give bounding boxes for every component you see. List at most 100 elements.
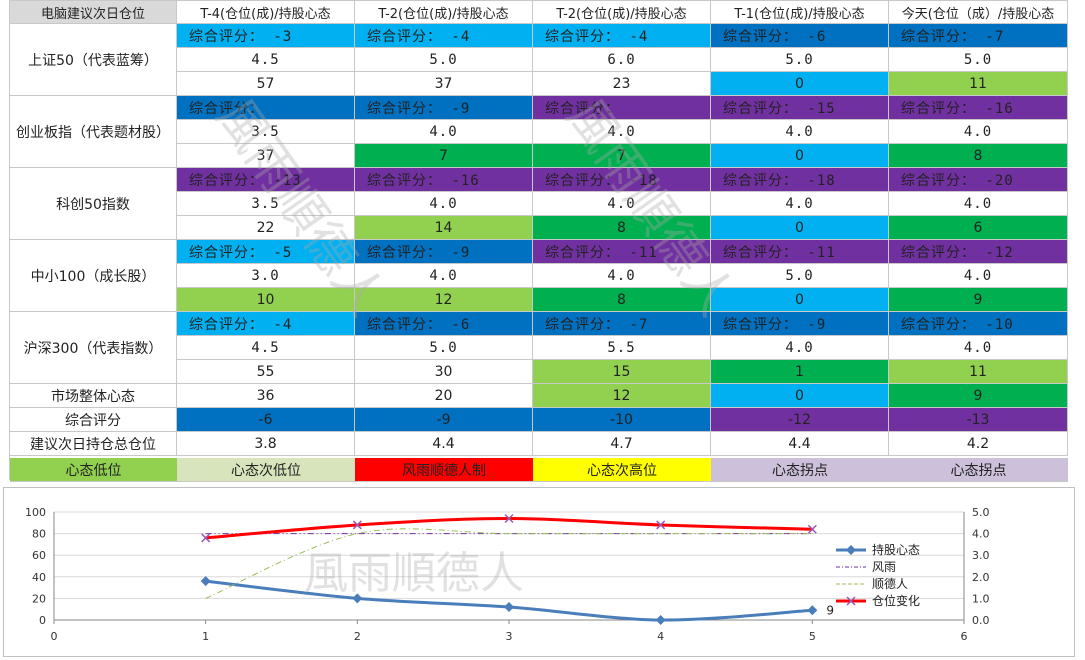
mood-cell[interactable]: 7 — [533, 144, 711, 168]
mood-cell[interactable]: 7 — [355, 144, 533, 168]
score-cell[interactable]: 综合评分： — [177, 96, 355, 120]
index-name-cell[interactable]: 中小100（成长股） — [10, 240, 177, 312]
index-name-cell[interactable]: 上证50（代表蓝筹） — [10, 24, 177, 96]
position-cell[interactable]: 5.0 — [711, 48, 889, 72]
summary-value-cell[interactable]: 12 — [533, 384, 711, 408]
summary-value-cell[interactable]: 3.8 — [177, 432, 355, 456]
position-cell[interactable]: 4.5 — [177, 48, 355, 72]
position-cell[interactable]: 4.5 — [177, 336, 355, 360]
summary-value-cell[interactable]: 4.2 — [889, 432, 1068, 456]
position-cell[interactable]: 4.0 — [355, 264, 533, 288]
mood-cell[interactable]: 37 — [177, 144, 355, 168]
mood-cell[interactable]: 10 — [177, 288, 355, 312]
mood-cell[interactable]: 8 — [533, 288, 711, 312]
score-cell[interactable]: 综合评分： -9 — [355, 96, 533, 120]
score-cell[interactable]: 综合评分： -18 — [533, 168, 711, 192]
mood-cell[interactable]: 15 — [533, 360, 711, 384]
score-cell[interactable]: 综合评分： -13 — [177, 168, 355, 192]
score-cell[interactable]: 综合评分： -20 — [889, 168, 1068, 192]
summary-value-cell[interactable]: -9 — [355, 408, 533, 432]
mood-cell[interactable]: 9 — [889, 288, 1068, 312]
mood-cell[interactable]: 30 — [355, 360, 533, 384]
mood-cell[interactable]: 55 — [177, 360, 355, 384]
index-name-cell[interactable]: 科创50指数 — [10, 168, 177, 240]
mood-cell[interactable]: 8 — [533, 216, 711, 240]
score-cell[interactable]: 综合评分： -18 — [711, 168, 889, 192]
position-cell[interactable]: 4.0 — [711, 336, 889, 360]
header-cell[interactable]: T-2(仓位(成)/持股心态 — [355, 1, 533, 24]
index-name-cell[interactable]: 沪深300（代表指数） — [10, 312, 177, 384]
position-cell[interactable]: 4.0 — [889, 336, 1068, 360]
position-cell[interactable]: 4.0 — [355, 192, 533, 216]
legend-swatch-cell[interactable]: 风雨顺德人制 — [355, 458, 533, 482]
mood-cell[interactable]: 14 — [355, 216, 533, 240]
legend-swatch-cell[interactable]: 心态次高位 — [533, 458, 711, 482]
score-cell[interactable]: 综合评分： -4 — [177, 312, 355, 336]
mood-cell[interactable]: 11 — [889, 360, 1068, 384]
header-cell[interactable]: T-4(仓位(成)/持股心态 — [177, 1, 355, 24]
summary-value-cell[interactable]: 0 — [711, 384, 889, 408]
score-cell[interactable]: 综合评分： -6 — [355, 312, 533, 336]
header-cell[interactable]: T-2(仓位(成)/持股心态 — [533, 1, 711, 24]
mood-cell[interactable]: 1 — [711, 360, 889, 384]
position-cell[interactable]: 4.0 — [533, 264, 711, 288]
legend-swatch-cell[interactable]: 心态拐点 — [889, 458, 1068, 482]
score-cell[interactable]: 综合评分： -7 — [889, 24, 1068, 48]
score-cell[interactable]: 综合评分： -4 — [533, 24, 711, 48]
mood-cell[interactable]: 11 — [889, 72, 1068, 96]
position-cell[interactable]: 5.0 — [355, 336, 533, 360]
score-cell[interactable]: 综合评分： -11 — [711, 240, 889, 264]
summary-value-cell[interactable]: 4.4 — [711, 432, 889, 456]
chart-area[interactable]: 0 20 40 60 80 100 0.0 1.0 2.0 3.0 4.0 5.0 0 1 2 3 4 5 6 風雨順… — [3, 487, 1075, 657]
summary-label-cell[interactable]: 综合评分 — [10, 408, 177, 432]
position-cell[interactable]: 5.0 — [711, 264, 889, 288]
position-cell[interactable]: 4.0 — [711, 192, 889, 216]
summary-value-cell[interactable]: 36 — [177, 384, 355, 408]
summary-value-cell[interactable]: 4.4 — [355, 432, 533, 456]
summary-value-cell[interactable]: -13 — [889, 408, 1068, 432]
position-cell[interactable]: 4.0 — [889, 192, 1068, 216]
position-cell[interactable]: 5.5 — [533, 336, 711, 360]
position-cell[interactable]: 4.0 — [889, 120, 1068, 144]
summary-value-cell[interactable]: -10 — [533, 408, 711, 432]
position-cell[interactable]: 4.0 — [533, 192, 711, 216]
position-cell[interactable]: 3.5 — [177, 192, 355, 216]
legend-swatch-cell[interactable]: 心态拐点 — [711, 458, 889, 482]
mood-cell[interactable]: 37 — [355, 72, 533, 96]
score-cell[interactable]: 综合评分： -9 — [711, 312, 889, 336]
header-cell[interactable]: 今天(仓位（成）/持股心态 — [889, 1, 1068, 24]
index-name-cell[interactable]: 创业板指（代表题材股） — [10, 96, 177, 168]
mood-cell[interactable]: 8 — [889, 144, 1068, 168]
position-cell[interactable]: 3.5 — [177, 120, 355, 144]
score-cell[interactable]: 综合评分： -6 — [711, 24, 889, 48]
position-cell[interactable]: 4.0 — [889, 264, 1068, 288]
summary-value-cell[interactable]: 4.7 — [533, 432, 711, 456]
mood-cell[interactable]: 23 — [533, 72, 711, 96]
position-cell[interactable]: 4.0 — [355, 120, 533, 144]
score-cell[interactable]: 综合评分： -12 — [889, 240, 1068, 264]
legend-swatch-cell[interactable]: 心态次低位 — [177, 458, 355, 482]
mood-cell[interactable]: 57 — [177, 72, 355, 96]
score-cell[interactable]: 综合评分： -3 — [177, 24, 355, 48]
position-cell[interactable]: 5.0 — [355, 48, 533, 72]
position-cell[interactable]: 4.0 — [711, 120, 889, 144]
score-cell[interactable]: 综合评分： -9 — [355, 240, 533, 264]
mood-cell[interactable]: 0 — [711, 216, 889, 240]
legend-swatch-cell[interactable]: 心态低位 — [10, 458, 177, 482]
mood-cell[interactable]: 12 — [355, 288, 533, 312]
score-cell[interactable]: 综合评分： -11 — [533, 240, 711, 264]
position-cell[interactable]: 5.0 — [889, 48, 1068, 72]
summary-value-cell[interactable]: 9 — [889, 384, 1068, 408]
score-cell[interactable]: 综合评分： -5 — [177, 240, 355, 264]
score-cell[interactable]: 综合评分： -16 — [355, 168, 533, 192]
mood-cell[interactable]: 6 — [889, 216, 1068, 240]
summary-value-cell[interactable]: -6 — [177, 408, 355, 432]
score-cell[interactable]: 综合评分： -16 — [889, 96, 1068, 120]
summary-label-cell[interactable]: 建议次日持仓总仓位 — [10, 432, 177, 456]
mood-cell[interactable]: 0 — [711, 72, 889, 96]
mood-cell[interactable]: 0 — [711, 144, 889, 168]
summary-value-cell[interactable]: -12 — [711, 408, 889, 432]
summary-label-cell[interactable]: 市场整体心态 — [10, 384, 177, 408]
score-cell[interactable]: 综合评分： — [533, 96, 711, 120]
score-cell[interactable]: 综合评分： -4 — [355, 24, 533, 48]
